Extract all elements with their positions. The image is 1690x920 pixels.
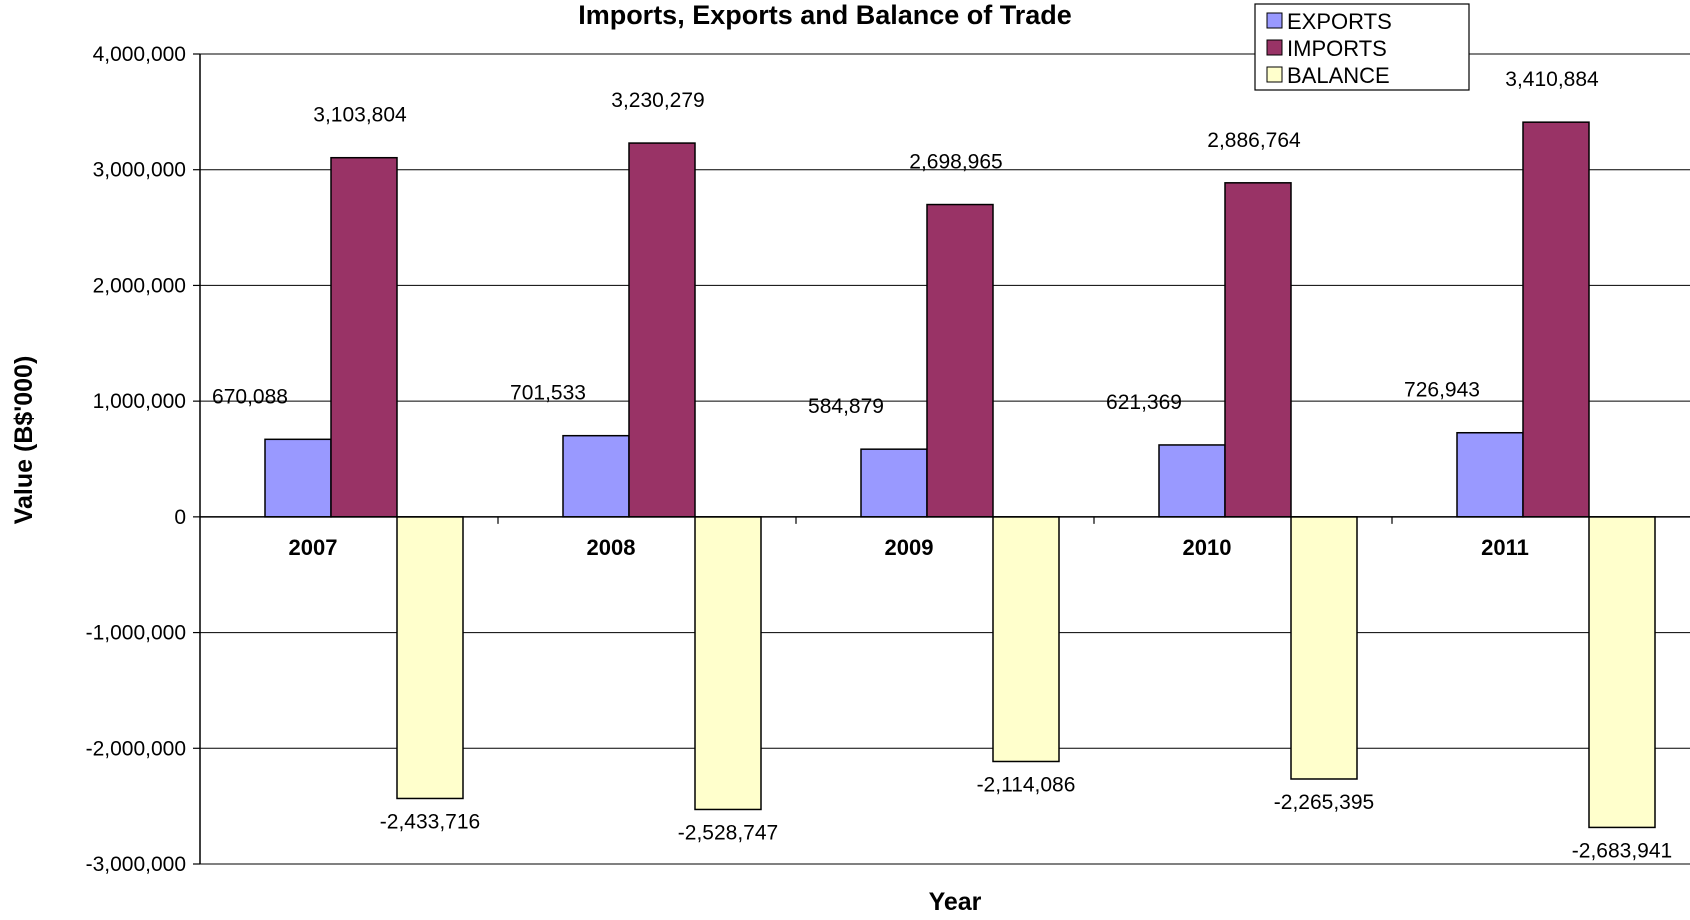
bar-balance-2011 — [1588, 516, 1656, 829]
data-label-imports: 3,410,884 — [1505, 68, 1599, 91]
data-label-exports: 726,943 — [1404, 379, 1480, 402]
category-label: 2011 — [1481, 535, 1529, 560]
y-tick-label: -3,000,000 — [86, 853, 186, 876]
category-label: 2007 — [289, 535, 338, 560]
y-tick-label: 4,000,000 — [93, 43, 186, 66]
data-label-exports: 670,088 — [212, 385, 288, 408]
bars — [264, 121, 1656, 829]
bar-imports-2011 — [1522, 121, 1590, 518]
data-label-balance: -2,683,941 — [1572, 839, 1672, 862]
data-labels: 670,088 3,103,804 -2,433,716 701,533 3,230,2… — [212, 68, 1672, 862]
category-labels: 2007 2008 2009 2010 2011 — [289, 535, 1529, 560]
chart-title: Imports, Exports and Balance of Trade — [578, 0, 1072, 30]
axes — [199, 54, 1690, 864]
bar-exports-2009 — [860, 448, 928, 518]
data-label-imports: 3,230,279 — [611, 89, 704, 112]
x-axis-title: Year — [929, 888, 982, 916]
data-label-imports: 2,698,965 — [909, 151, 1002, 174]
bar-exports-2007 — [264, 438, 332, 518]
bar-exports-2010 — [1158, 444, 1226, 518]
bar-balance-2010 — [1290, 516, 1358, 780]
legend-label-exports: EXPORTS — [1287, 9, 1392, 34]
y-tick-label: 2,000,000 — [93, 274, 186, 297]
data-label-imports: 2,886,764 — [1207, 129, 1301, 152]
legend-swatch-imports — [1266, 39, 1283, 56]
bar-exports-2011 — [1456, 431, 1524, 518]
y-tick-labels: 4,000,000 3,000,000 2,000,000 1,000,000 0 -1,… — [86, 43, 186, 876]
category-label: 2009 — [885, 535, 934, 560]
legend-box — [1254, 3, 1470, 91]
data-label-balance: -2,114,086 — [977, 773, 1076, 796]
legend-label-imports: IMPORTS — [1287, 36, 1387, 61]
legend-swatch-balance — [1266, 66, 1283, 83]
bar-balance-2007 — [396, 516, 464, 800]
bar-exports-2008 — [562, 434, 630, 518]
data-label-imports: 3,103,804 — [313, 104, 407, 127]
legend-label-balance: BALANCE — [1287, 63, 1390, 88]
y-tick-label: 0 — [174, 506, 186, 529]
data-label-balance: -2,433,716 — [380, 810, 480, 833]
legend-swatch-exports — [1266, 12, 1283, 29]
data-label-balance: -2,528,747 — [678, 821, 778, 844]
bar-balance-2008 — [694, 516, 762, 811]
category-label: 2008 — [587, 535, 636, 560]
data-label-exports: 584,879 — [808, 395, 884, 418]
y-tick-label: 3,000,000 — [93, 159, 186, 182]
y-tick-label: -2,000,000 — [86, 737, 186, 760]
data-label-exports: 701,533 — [510, 382, 586, 405]
data-label-balance: -2,265,395 — [1274, 791, 1374, 814]
bar-imports-2007 — [330, 156, 398, 518]
data-label-exports: 621,369 — [1106, 391, 1182, 414]
bar-imports-2010 — [1224, 182, 1292, 518]
y-axis-title: Value (B$'000) — [10, 356, 38, 525]
bar-imports-2009 — [926, 203, 994, 518]
bar-imports-2008 — [628, 142, 696, 518]
y-tick-label: 1,000,000 — [93, 390, 186, 413]
category-label: 2010 — [1183, 535, 1232, 560]
bar-balance-2009 — [992, 516, 1060, 763]
y-tick-label: -1,000,000 — [86, 622, 186, 645]
